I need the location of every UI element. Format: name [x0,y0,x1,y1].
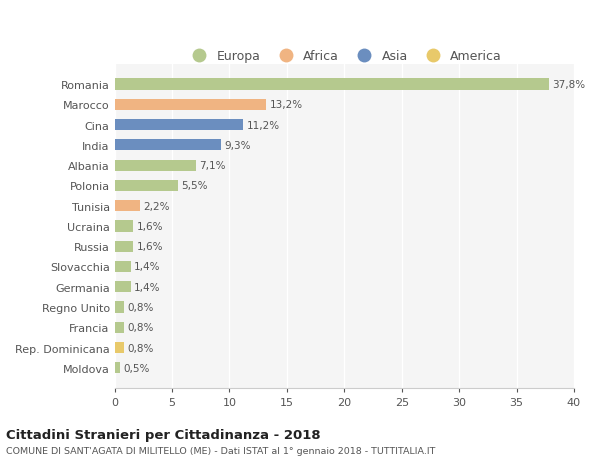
Text: 0,5%: 0,5% [124,363,150,373]
Legend: Europa, Africa, Asia, America: Europa, Africa, Asia, America [182,45,507,68]
Bar [115,100,266,111]
Bar [115,221,133,232]
Bar [115,342,124,353]
Bar [115,120,243,131]
Text: 37,8%: 37,8% [552,80,585,90]
Bar [115,281,131,293]
Bar [115,180,178,191]
Text: 0,8%: 0,8% [127,343,154,353]
Text: 11,2%: 11,2% [247,120,280,130]
Bar [115,140,221,151]
Text: 13,2%: 13,2% [269,100,303,110]
Bar [115,261,131,273]
Text: 1,6%: 1,6% [136,221,163,231]
Text: 0,8%: 0,8% [127,323,154,333]
Bar [115,363,121,374]
Text: Cittadini Stranieri per Cittadinanza - 2018: Cittadini Stranieri per Cittadinanza - 2… [6,428,320,442]
Text: 7,1%: 7,1% [200,161,226,171]
Text: 0,8%: 0,8% [127,302,154,312]
Text: COMUNE DI SANT'AGATA DI MILITELLO (ME) - Dati ISTAT al 1° gennaio 2018 - TUTTITA: COMUNE DI SANT'AGATA DI MILITELLO (ME) -… [6,447,436,455]
Bar [115,201,140,212]
Text: 9,3%: 9,3% [225,140,251,151]
Text: 1,6%: 1,6% [136,242,163,252]
Text: 5,5%: 5,5% [181,181,208,191]
Text: 1,4%: 1,4% [134,262,161,272]
Text: 2,2%: 2,2% [143,201,170,211]
Text: 1,4%: 1,4% [134,282,161,292]
Bar [115,79,548,90]
Bar [115,241,133,252]
Bar [115,322,124,333]
Bar [115,302,124,313]
Bar [115,160,196,171]
